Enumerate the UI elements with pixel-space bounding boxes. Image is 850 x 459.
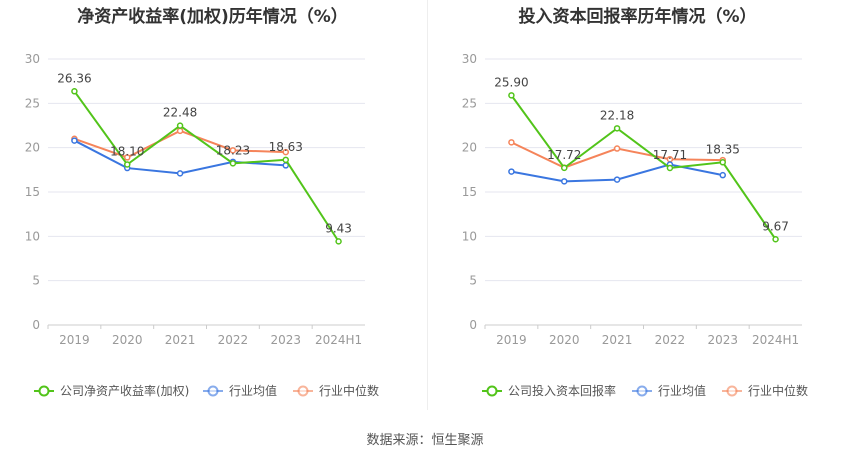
x-tick-label: 2023 — [270, 333, 301, 347]
x-tick-label: 2024H1 — [315, 333, 362, 347]
divider — [427, 0, 428, 410]
data-point — [335, 238, 342, 245]
legend-marker-icon — [38, 385, 50, 397]
data-point — [282, 148, 289, 156]
x-tick-label: 2019 — [496, 333, 527, 347]
y-tick-label: 15 — [25, 185, 40, 199]
y-tick-label: 0 — [32, 318, 40, 332]
data-label: 22.48 — [163, 106, 197, 120]
legend-item[interactable]: 公司投入资本回报率 — [508, 383, 616, 398]
data-point — [124, 154, 131, 161]
x-tick-label: 2020 — [112, 333, 143, 347]
data-point — [124, 161, 131, 168]
data-point — [719, 159, 726, 166]
data-point — [613, 125, 621, 132]
series-line-1 — [73, 139, 286, 175]
data-point — [282, 156, 289, 164]
chart-title-roic: 投入资本回报率历年情况（%） — [518, 7, 757, 27]
series-line-0 — [510, 94, 777, 240]
x-tick-label: 2020 — [549, 333, 580, 347]
data-point — [229, 147, 237, 154]
data-point — [508, 92, 515, 99]
x-tick-label: 2022 — [655, 333, 686, 347]
y-tick-label: 5 — [469, 274, 477, 288]
data-point — [613, 176, 621, 183]
data-point — [561, 178, 568, 185]
data-label: 9.43 — [325, 221, 352, 235]
data-point — [772, 236, 779, 243]
y-tick-label: 30 — [462, 52, 477, 66]
data-label: 17.72 — [547, 148, 581, 162]
data-point — [508, 168, 515, 175]
y-tick-label: 0 — [469, 318, 477, 332]
data-point — [176, 127, 184, 135]
data-point — [508, 139, 515, 146]
legend-item[interactable]: 行业中位数 — [748, 383, 808, 398]
legend-item[interactable]: 行业中位数 — [319, 383, 379, 398]
data-label: 18.10 — [110, 145, 144, 159]
x-tick-label: 2021 — [602, 333, 633, 347]
data-label: 18.63 — [269, 140, 303, 154]
y-tick-label: 15 — [462, 185, 477, 199]
data-label: 18.23 — [216, 143, 250, 157]
data-source: 数据来源：恒生聚源 — [366, 433, 484, 448]
legend-marker-icon — [726, 385, 738, 397]
y-tick-label: 10 — [25, 229, 40, 243]
y-tick-label: 30 — [25, 52, 40, 66]
data-point — [719, 171, 726, 179]
data-label: 18.35 — [706, 142, 740, 156]
data-label: 22.18 — [600, 108, 634, 122]
data-label: 9.67 — [762, 219, 789, 233]
legend-item[interactable]: 行业均值 — [658, 383, 706, 398]
data-point — [229, 160, 237, 167]
legend-marker-icon — [486, 385, 498, 397]
data-point — [71, 88, 78, 95]
x-tick-label: 2021 — [165, 333, 196, 347]
x-tick-label: 2019 — [59, 333, 90, 347]
legend-marker-icon — [636, 385, 648, 397]
y-tick-label: 20 — [25, 141, 40, 155]
y-tick-label: 5 — [32, 274, 40, 288]
data-label: 25.90 — [494, 75, 528, 89]
x-tick-label: 2024H1 — [752, 333, 799, 347]
y-tick-label: 20 — [462, 141, 477, 155]
data-point — [71, 137, 78, 144]
x-tick-label: 2023 — [707, 333, 738, 347]
y-tick-label: 25 — [25, 96, 40, 110]
legend-item[interactable]: 公司净资产收益率(加权) — [60, 383, 189, 398]
data-point — [176, 170, 184, 177]
data-label: 26.36 — [57, 71, 91, 85]
x-tick-label: 2022 — [218, 333, 249, 347]
data-point — [666, 164, 674, 172]
legend-item[interactable]: 行业均值 — [229, 383, 277, 398]
series-line-0 — [73, 90, 340, 242]
y-tick-label: 10 — [462, 229, 477, 243]
legend-marker-icon — [207, 385, 219, 397]
data-point — [176, 122, 184, 129]
y-tick-label: 25 — [462, 96, 477, 110]
data-label: 17.71 — [653, 148, 687, 162]
data-point — [561, 164, 568, 172]
chart-title-roe: 净资产收益率(加权)历年情况（%） — [77, 7, 348, 27]
legend-marker-icon — [297, 385, 309, 397]
data-point — [613, 145, 621, 152]
